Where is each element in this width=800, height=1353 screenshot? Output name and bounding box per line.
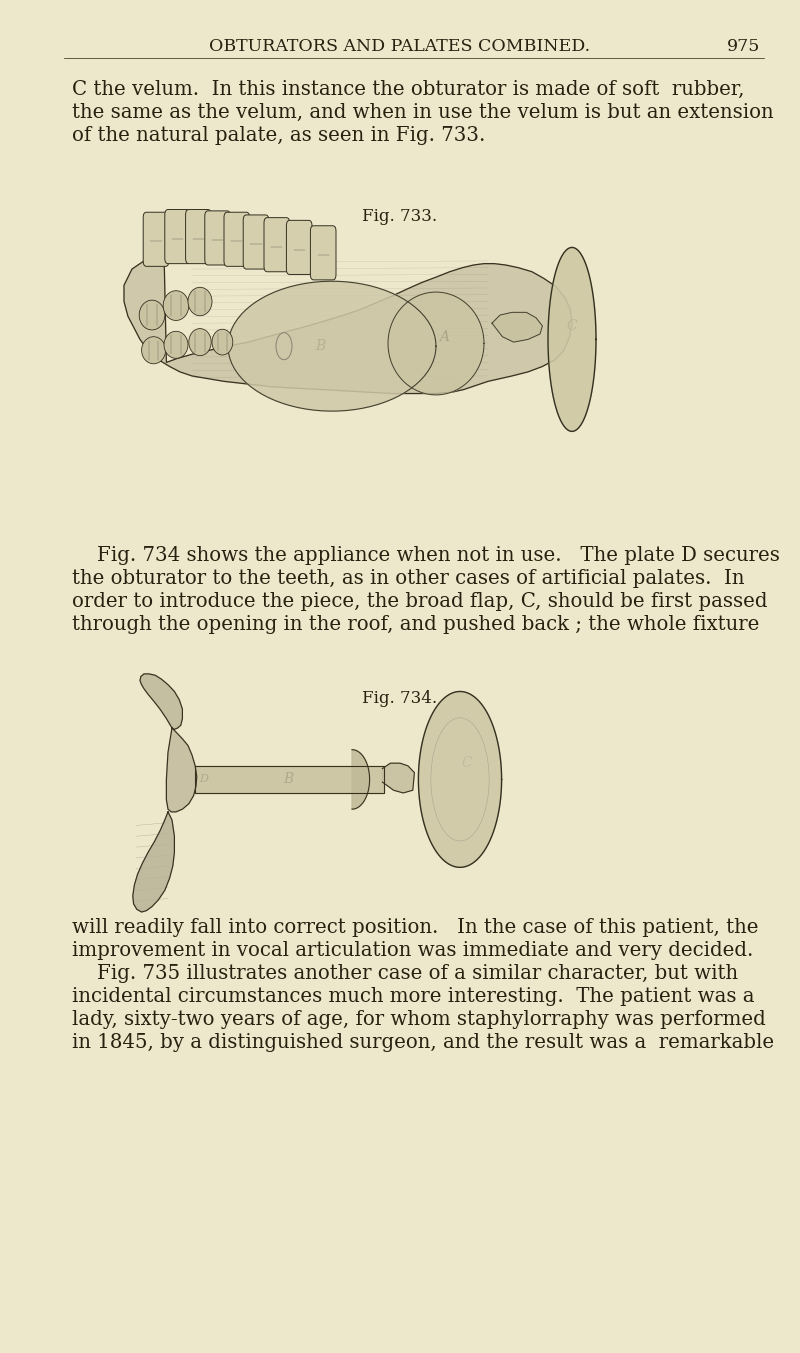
FancyBboxPatch shape	[224, 212, 250, 267]
Polygon shape	[352, 750, 370, 809]
Text: C: C	[461, 756, 472, 770]
FancyBboxPatch shape	[165, 210, 190, 264]
FancyBboxPatch shape	[243, 215, 269, 269]
Text: through the opening in the roof, and pushed back ; the whole fixture: through the opening in the roof, and pus…	[72, 616, 759, 635]
Text: Fig. 735 illustrates another case of a similar character, but with: Fig. 735 illustrates another case of a s…	[72, 963, 738, 984]
Ellipse shape	[142, 337, 166, 364]
Polygon shape	[382, 763, 414, 793]
FancyBboxPatch shape	[286, 221, 312, 275]
Text: OBTURATORS AND PALATES COMBINED.: OBTURATORS AND PALATES COMBINED.	[210, 38, 590, 55]
Text: 975: 975	[726, 38, 760, 55]
Polygon shape	[228, 281, 436, 411]
Text: B: B	[283, 773, 293, 786]
Polygon shape	[492, 313, 542, 342]
FancyBboxPatch shape	[186, 210, 211, 264]
Text: D: D	[198, 774, 208, 785]
Ellipse shape	[188, 287, 212, 315]
Polygon shape	[418, 691, 502, 867]
Ellipse shape	[139, 300, 165, 330]
Text: order to introduce the piece, the broad flap, C, should be first passed: order to introduce the piece, the broad …	[72, 593, 767, 612]
FancyBboxPatch shape	[143, 212, 169, 267]
Text: A: A	[439, 330, 449, 344]
Text: will readily fall into correct position.   In the case of this patient, the: will readily fall into correct position.…	[72, 917, 758, 938]
Text: lady, sixty-two years of age, for whom staphylorraphy was performed: lady, sixty-two years of age, for whom s…	[72, 1009, 766, 1030]
Text: Fig. 734 shows the appliance when not in use.   The plate D secures: Fig. 734 shows the appliance when not in…	[72, 547, 780, 566]
Polygon shape	[195, 766, 384, 793]
FancyBboxPatch shape	[264, 218, 290, 272]
Polygon shape	[388, 292, 484, 395]
Text: Fig. 734.: Fig. 734.	[362, 690, 438, 708]
FancyBboxPatch shape	[310, 226, 336, 280]
Polygon shape	[548, 248, 596, 432]
Text: the same as the velum, and when in use the velum is but an extension: the same as the velum, and when in use t…	[72, 103, 774, 122]
Text: B: B	[315, 340, 325, 353]
Ellipse shape	[163, 291, 189, 321]
Ellipse shape	[212, 329, 233, 354]
Text: improvement in vocal articulation was immediate and very decided.: improvement in vocal articulation was im…	[72, 940, 754, 961]
Text: the obturator to the teeth, as in other cases of artificial palates.  In: the obturator to the teeth, as in other …	[72, 570, 745, 589]
Text: of the natural palate, as seen in Fig. 733.: of the natural palate, as seen in Fig. 7…	[72, 126, 486, 145]
Polygon shape	[166, 728, 197, 812]
Ellipse shape	[189, 329, 211, 356]
Polygon shape	[124, 252, 572, 394]
Text: C: C	[566, 319, 578, 333]
Polygon shape	[133, 812, 174, 912]
Text: Fig. 733.: Fig. 733.	[362, 208, 438, 225]
FancyBboxPatch shape	[205, 211, 230, 265]
Polygon shape	[140, 674, 182, 729]
Ellipse shape	[164, 331, 188, 359]
Text: in 1845, by a distinguished surgeon, and the result was a  remarkable: in 1845, by a distinguished surgeon, and…	[72, 1032, 774, 1053]
Text: C the velum.  In this instance the obturator is made of soft  rubber,: C the velum. In this instance the obtura…	[72, 80, 745, 99]
Text: incidental circumstances much more interesting.  The patient was a: incidental circumstances much more inter…	[72, 986, 754, 1007]
